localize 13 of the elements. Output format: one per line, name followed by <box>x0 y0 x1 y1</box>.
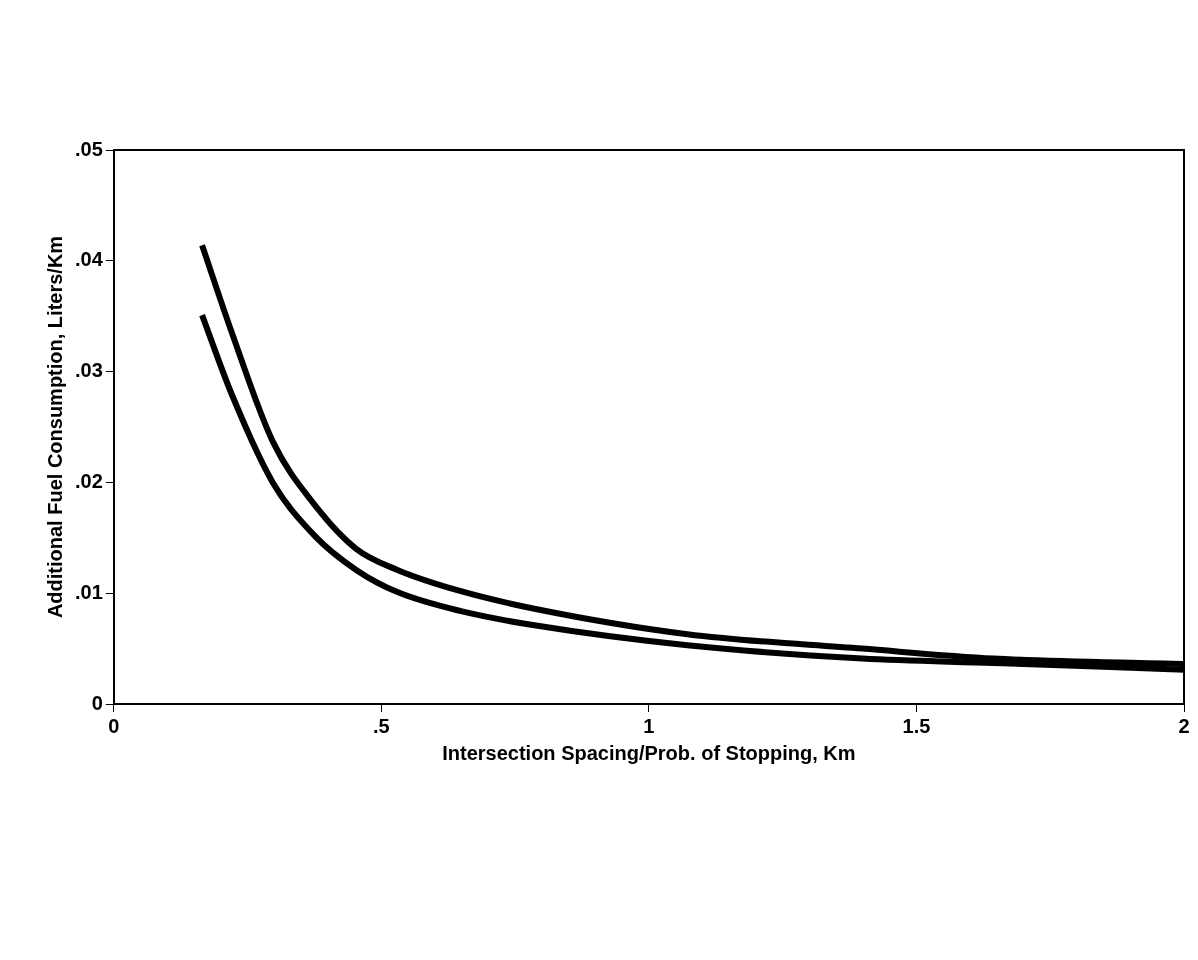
x-axis-title: Intersection Spacing/Prob. of Stopping, Km <box>442 741 856 764</box>
y-tick-label: .05 <box>74 137 103 160</box>
x-tick-label: 2 <box>1178 714 1190 737</box>
x-tick-label: 1 <box>643 714 655 737</box>
x-tick-label: .5 <box>373 714 390 737</box>
y-tick-label: .02 <box>74 469 103 492</box>
x-tick-label: 1.5 <box>902 714 931 737</box>
x-tick-label: 0 <box>108 714 120 737</box>
y-tick-label: 0 <box>91 691 103 714</box>
y-axis-title: Additional Fuel Consumption, Liters/Km <box>43 235 66 619</box>
y-tick-label: .03 <box>74 359 103 382</box>
y-tick-label: .01 <box>74 580 103 603</box>
y-tick-label: .04 <box>74 248 104 271</box>
